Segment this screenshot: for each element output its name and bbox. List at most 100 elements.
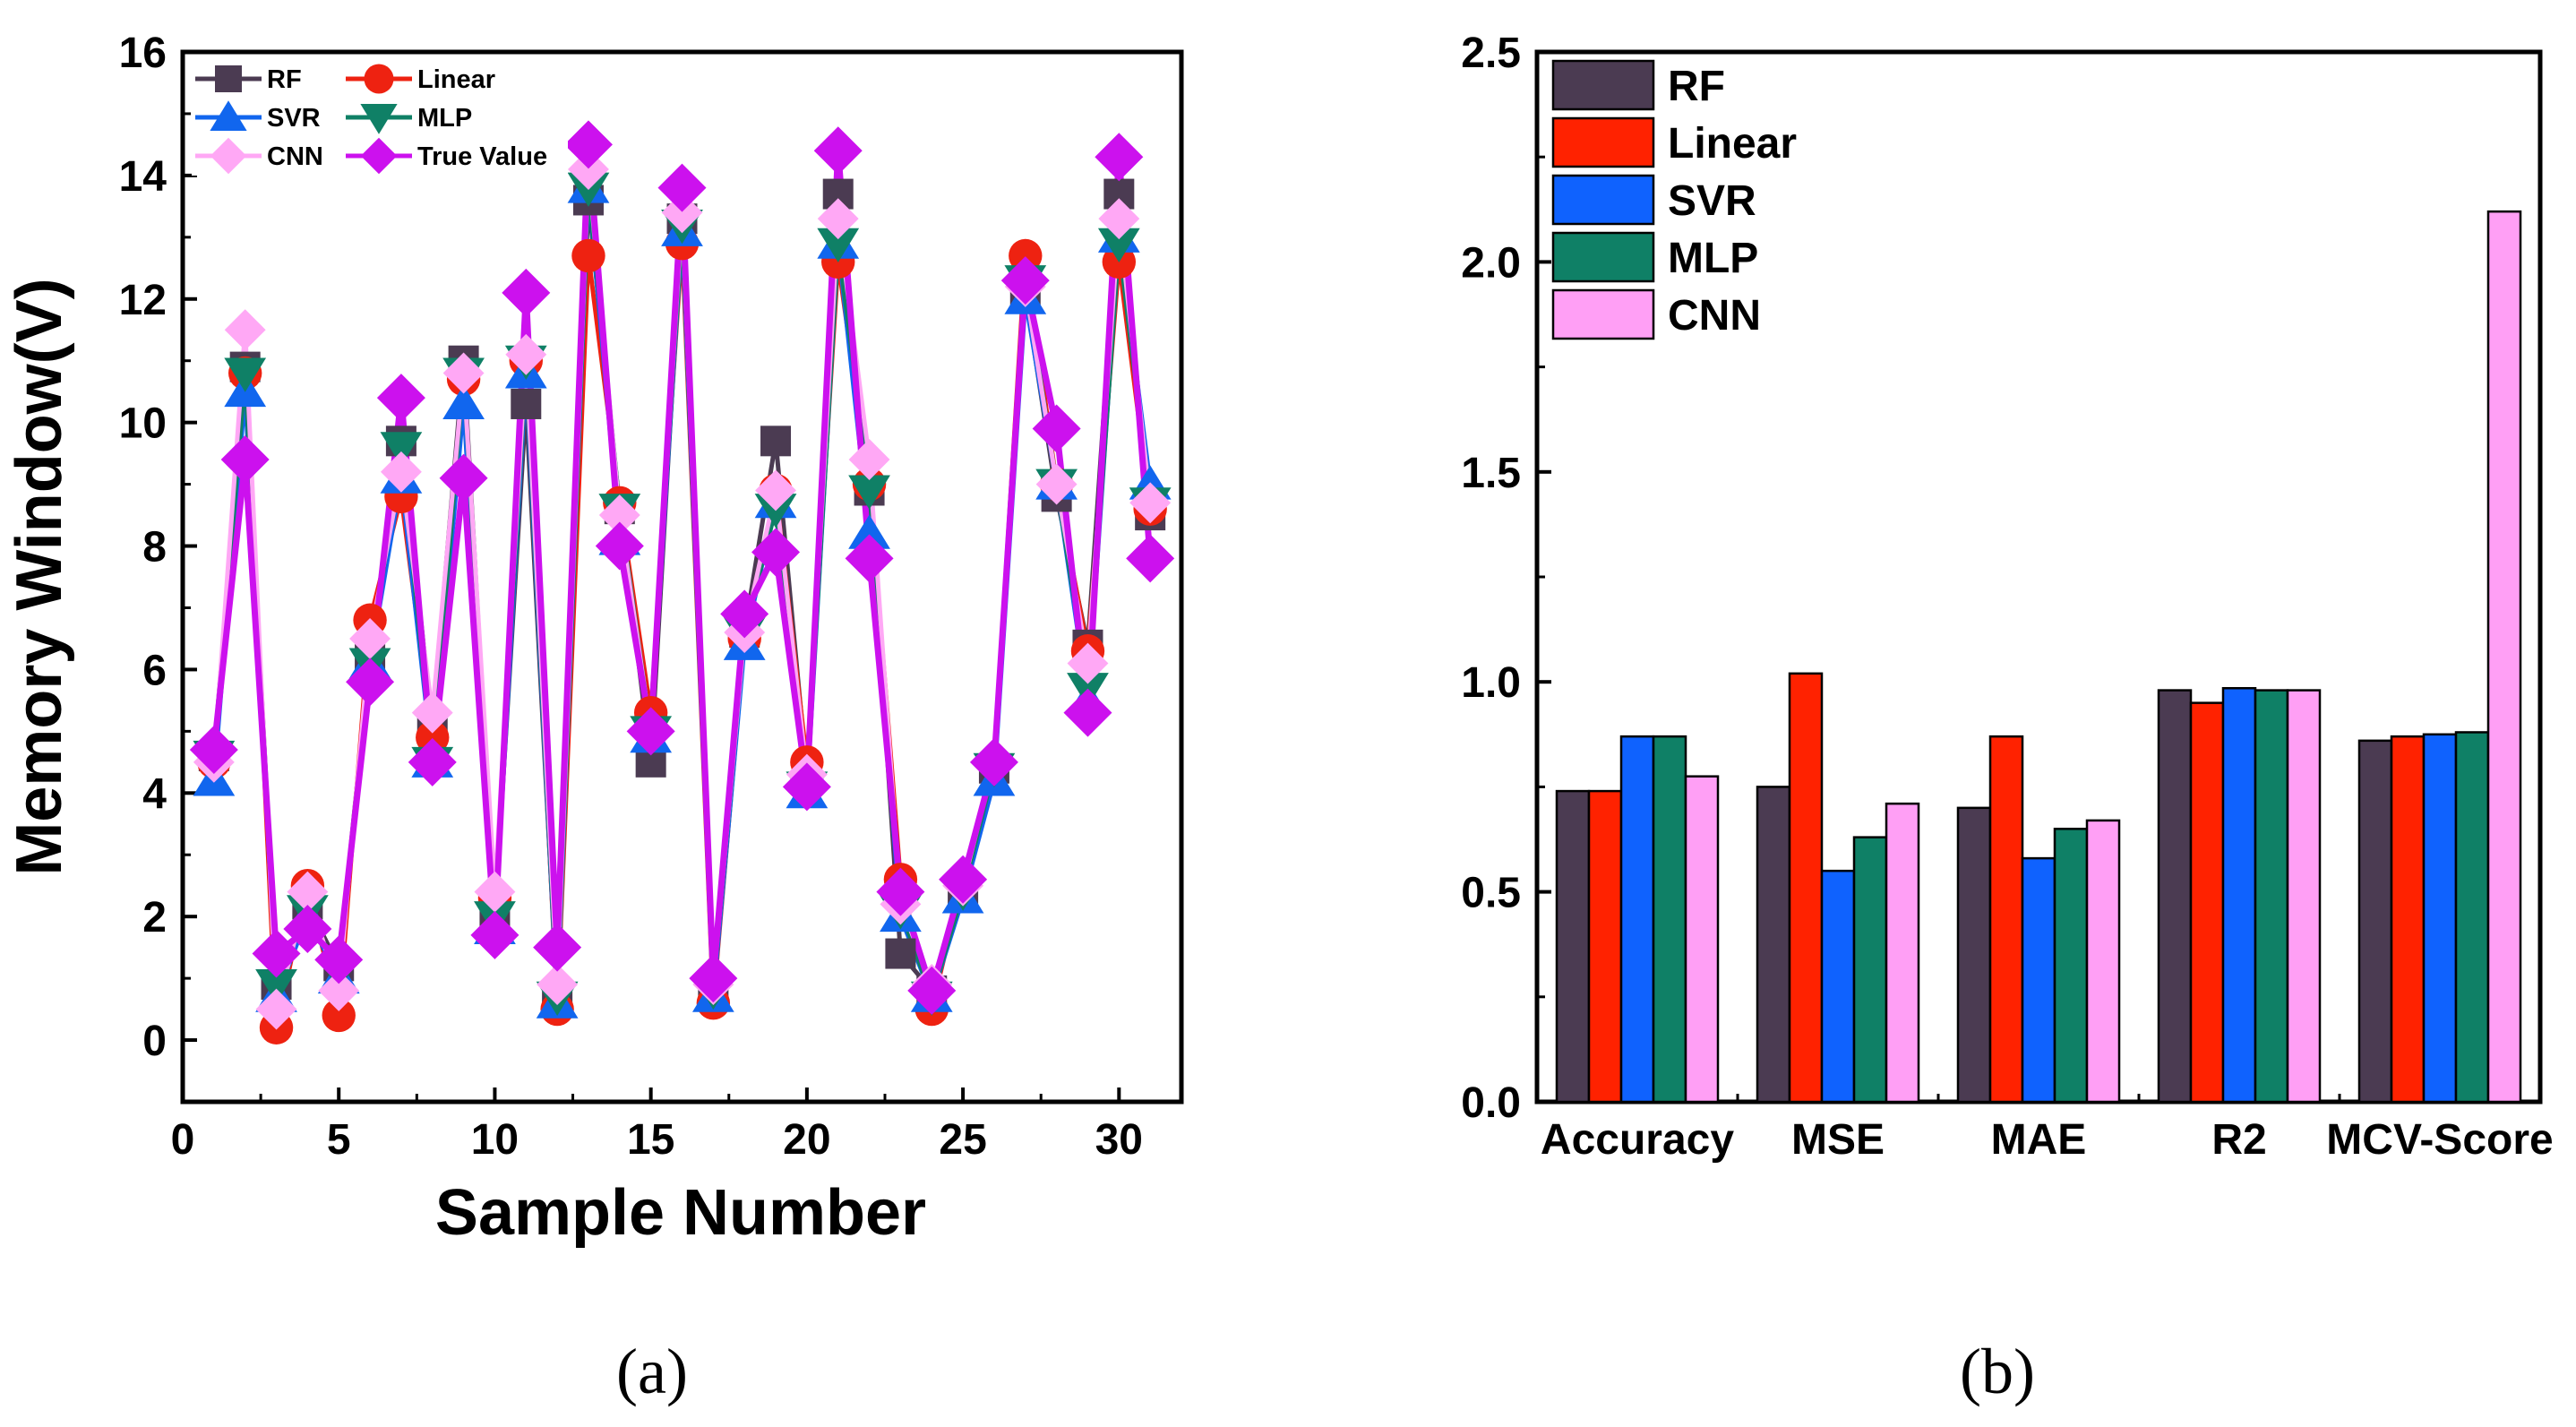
y-tick-label: 12 <box>119 277 167 324</box>
data-point-cnn <box>411 692 453 734</box>
data-point-cnn <box>474 871 516 913</box>
data-point-true-value <box>376 374 425 423</box>
data-point-true-value <box>346 658 395 707</box>
bar-mae-svr <box>2021 856 2057 1104</box>
panel-a-caption: (a) <box>616 1336 688 1407</box>
y-tick-label: 8 <box>142 524 167 572</box>
bar-r2-cnn <box>2286 689 2322 1104</box>
x-tick-label: 10 <box>471 1116 519 1164</box>
legend-label: SVR <box>267 104 321 133</box>
bar-mae-mlp <box>2053 828 2089 1104</box>
legend-item-cnn: CNN <box>1551 288 1761 340</box>
x-tick-label: 5 <box>327 1116 351 1164</box>
bar-accuracy-linear <box>1587 789 1623 1104</box>
x-tick-label: MSE <box>1791 1116 1885 1164</box>
data-point-cnn <box>537 964 579 1005</box>
legend-item-mlp: MLP <box>1551 231 1758 283</box>
data-point-mlp <box>1097 228 1140 262</box>
data-point-cnn <box>1035 463 1078 505</box>
data-point-cnn <box>848 439 890 480</box>
bar-accuracy-svr <box>1619 735 1655 1104</box>
legend-swatch <box>1551 116 1655 168</box>
bar-r2-mlp <box>2254 689 2289 1104</box>
data-point-mlp <box>848 475 890 510</box>
legend-item-mlp: MLP <box>346 104 472 134</box>
panel-b-legend: RF Linear SVR MLP CNN <box>1551 59 1797 340</box>
legend-swatch <box>1551 231 1655 283</box>
legend-label: RF <box>1668 63 1725 110</box>
y-tick-label: 6 <box>142 647 167 694</box>
x-tick-label: 30 <box>1095 1116 1143 1164</box>
data-point-mlp <box>817 228 860 262</box>
data-point-true-value <box>1126 534 1175 583</box>
data-point-cnn <box>817 198 859 240</box>
data-point-mlp <box>380 432 423 467</box>
data-point-linear <box>322 998 356 1033</box>
legend-label: Linear <box>1668 120 1797 168</box>
data-point-linear <box>1009 238 1043 273</box>
x-tick-label: MCV-Score <box>2326 1116 2553 1164</box>
data-point-true-value <box>1032 404 1081 453</box>
bar-mcv-score-mlp <box>2454 731 2490 1104</box>
data-point-rf <box>511 388 542 419</box>
data-point-linear <box>571 238 605 273</box>
bar-mcv-score-cnn <box>2486 210 2522 1104</box>
bar-mse-svr <box>1820 869 1856 1104</box>
bar-accuracy-mlp <box>1652 735 1687 1104</box>
data-point-true-value <box>439 453 488 503</box>
data-point-svr <box>848 514 890 549</box>
legend-swatch <box>1551 59 1655 111</box>
data-point-mlp <box>224 357 267 392</box>
x-tick-label: 25 <box>939 1116 986 1164</box>
data-point-true-value <box>189 726 238 775</box>
data-point-true-value <box>657 163 707 212</box>
legend-marker <box>210 137 247 175</box>
data-point-true-value <box>1000 256 1050 305</box>
bar-mae-cnn <box>2085 819 2121 1104</box>
legend-label: SVR <box>1668 177 1756 225</box>
data-point-cnn <box>442 352 485 394</box>
panel-b-caption: (b) <box>1960 1336 2035 1407</box>
data-point-cnn <box>568 149 609 190</box>
legend-swatch <box>1551 174 1655 226</box>
data-point-rf <box>760 426 792 457</box>
y-tick-label: 2 <box>142 894 167 941</box>
data-point-cnn <box>318 969 360 1011</box>
x-tick-label: Accuracy <box>1541 1116 1734 1164</box>
data-point-rf <box>885 938 916 969</box>
data-point-cnn <box>255 988 297 1030</box>
legend-item-svr: SVR <box>195 100 321 133</box>
data-point-true-value <box>502 268 551 317</box>
data-point-true-value <box>533 923 582 972</box>
legend-label: MLP <box>417 104 472 133</box>
bar-mcv-score-svr <box>2422 733 2458 1104</box>
legend-item-svr: SVR <box>1551 174 1756 226</box>
bar-mse-rf <box>1756 786 1791 1104</box>
data-point-cnn <box>287 871 329 913</box>
legend-item-linear: Linear <box>346 64 495 94</box>
legend-swatch <box>1551 288 1655 340</box>
legend-label: True Value <box>417 142 547 171</box>
data-point-cnn <box>661 192 703 234</box>
data-point-cnn <box>1129 482 1172 524</box>
bar-r2-linear <box>2189 701 2225 1104</box>
legend-label: CNN <box>267 142 323 171</box>
legend-marker <box>210 100 247 131</box>
data-point-true-value <box>782 762 831 812</box>
bar-mse-linear <box>1788 672 1824 1104</box>
data-point-true-value <box>1063 688 1112 737</box>
panel-a-chart: 0 5 10 15 20 25 30 0 2 4 6 8 10 12 14 16 RF Linear SVR MLP… <box>4 30 1184 1407</box>
data-point-true-value <box>563 120 613 169</box>
data-point-true-value <box>595 521 644 571</box>
x-tick-label: 15 <box>627 1116 674 1164</box>
panel-a-legend: RF Linear SVR MLP CNN True Value <box>192 59 568 176</box>
data-point-true-value <box>751 528 801 577</box>
data-point-svr <box>442 384 485 419</box>
bar-accuracy-cnn <box>1684 775 1720 1104</box>
data-point-true-value <box>470 910 519 959</box>
bar-r2-rf <box>2157 689 2193 1104</box>
data-point-true-value <box>689 954 738 1003</box>
legend-label: MLP <box>1668 235 1758 282</box>
bar-mae-linear <box>1988 735 2024 1104</box>
